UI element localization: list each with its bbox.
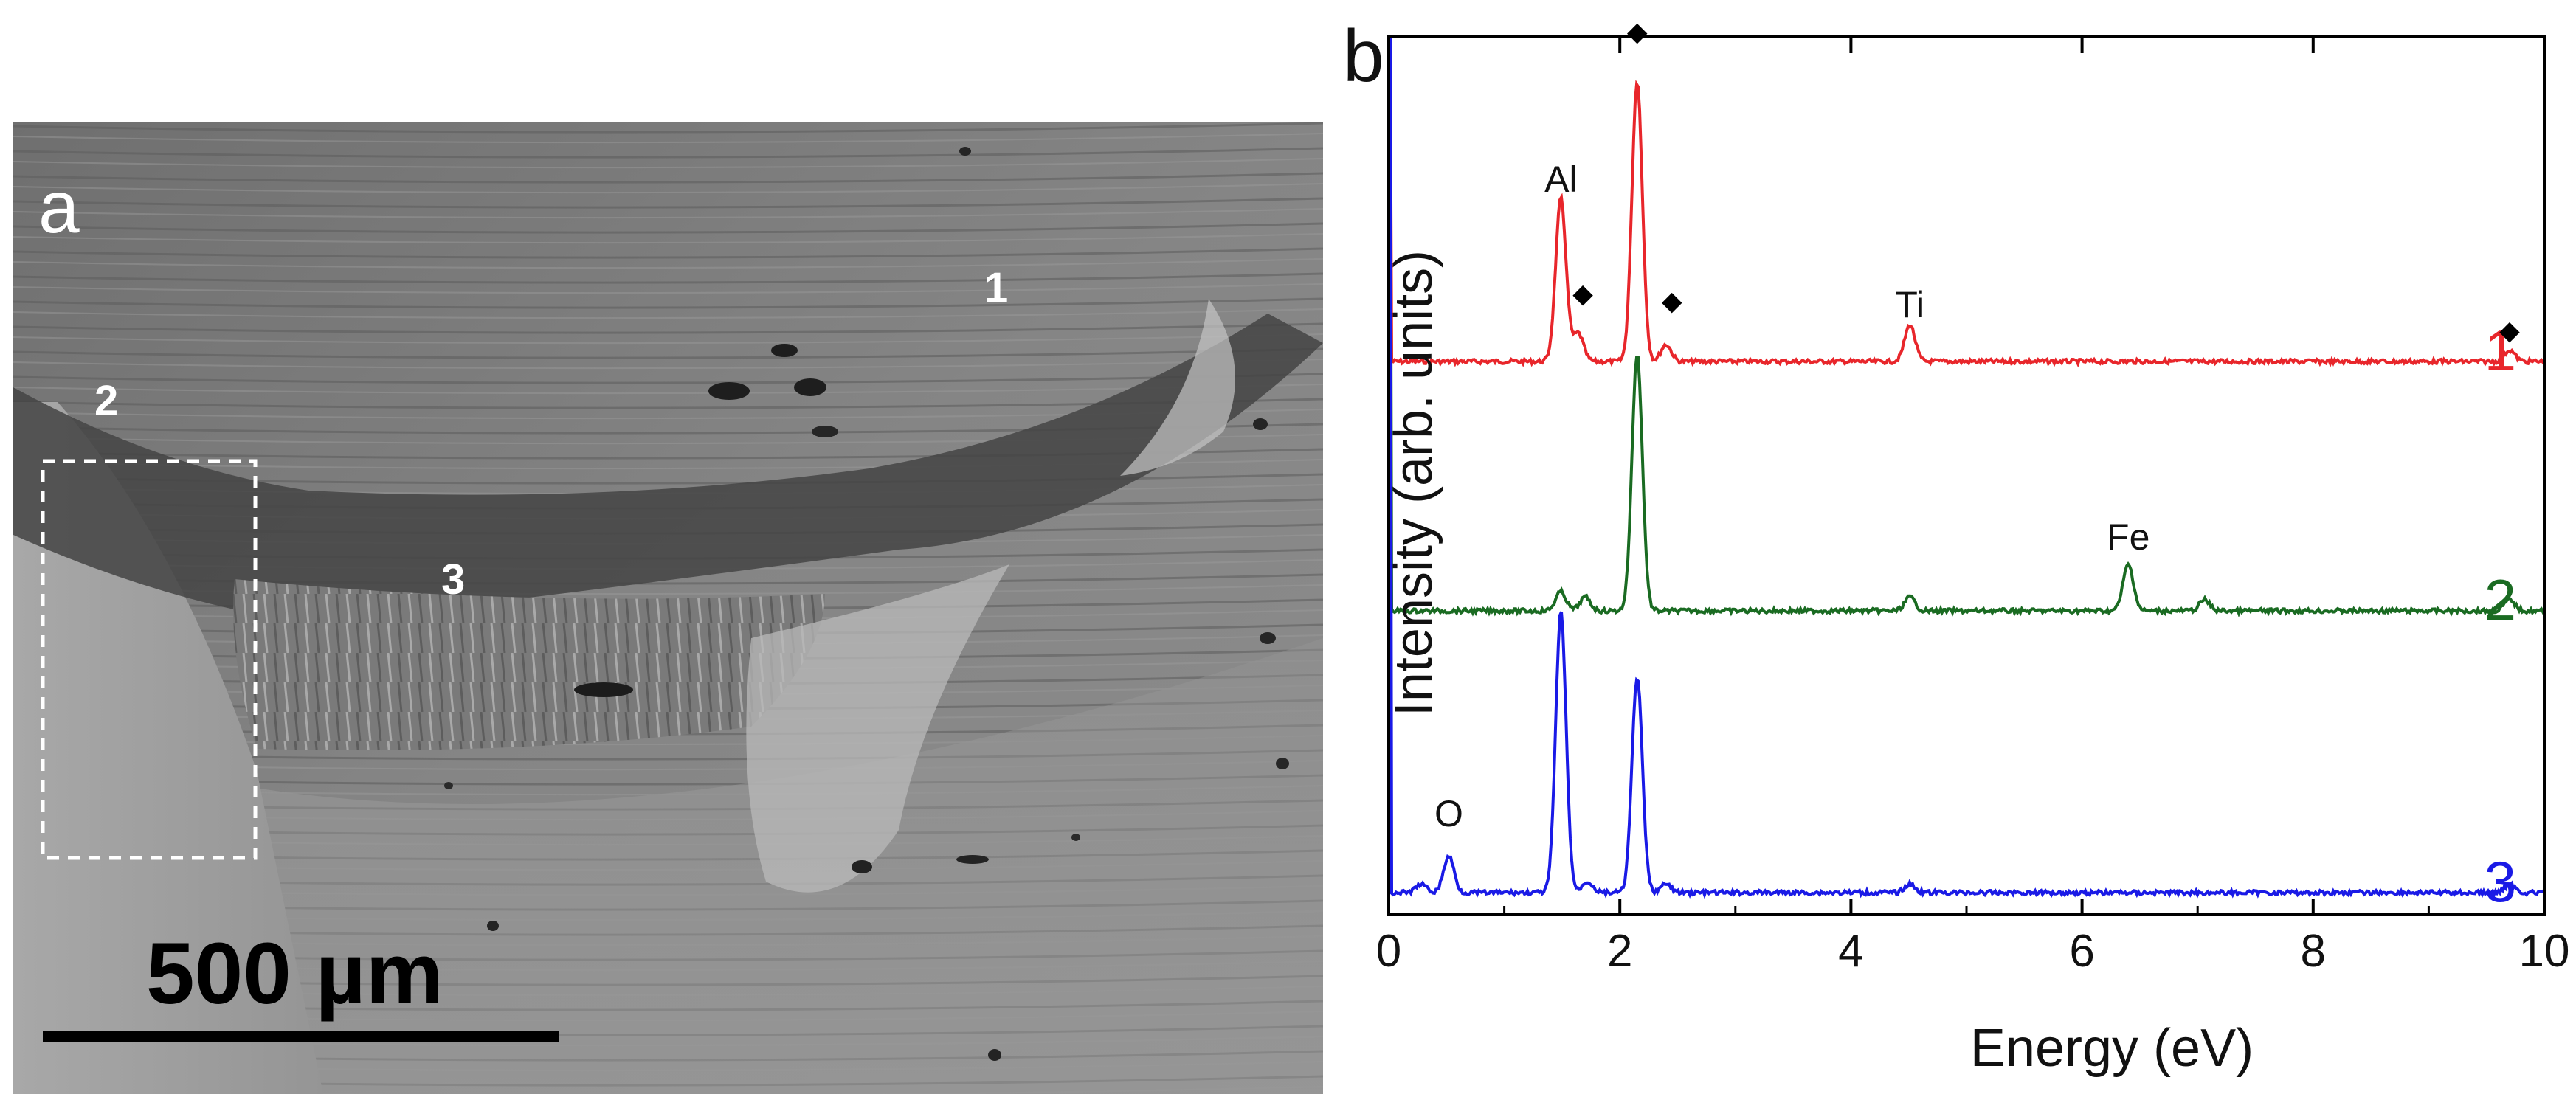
- annotation-o: O: [1434, 793, 1463, 834]
- series-label-3: 3: [2485, 849, 2516, 914]
- panel-a-label: a: [38, 166, 80, 249]
- x-tick-label: 6: [2069, 926, 2094, 977]
- x-tick-label: 2: [1607, 926, 1632, 977]
- annotation-al: Al: [1544, 159, 1577, 200]
- x-axis-title: Energy (eV): [1970, 1019, 2254, 1078]
- series-label-2: 2: [2485, 567, 2516, 632]
- region-label-1: 1: [984, 264, 1008, 312]
- spectrum-line-1: [1389, 38, 2546, 368]
- region-label-2: 2: [94, 377, 118, 425]
- eds-spectra-panel: b 1 2 3 Al Ti Fe O ◆ ◆ ◆ ◆ 0 2 4 6 8 10 Intensity (arb.…: [1328, 0, 2576, 1111]
- series-label-1: 1: [2485, 318, 2516, 383]
- x-tick-label: 8: [2301, 926, 2326, 977]
- scale-bar: [43, 1031, 559, 1042]
- x-tick-label: 0: [1376, 926, 1401, 977]
- x-tick-label: 4: [1838, 926, 1863, 977]
- panel-b-label: b: [1343, 15, 1384, 97]
- region-label-3: 3: [441, 556, 465, 603]
- eds-spectra-chart: b 1 2 3 Al Ti Fe O ◆ ◆ ◆ ◆ 0 2 4 6 8 10 Intensity (arb.…: [1343, 15, 2570, 1078]
- spectrum-line-2: [1389, 38, 2546, 618]
- diamond-marker: ◆: [2499, 316, 2520, 346]
- annotation-fe: Fe: [2107, 516, 2149, 558]
- y-axis-title: Intensity (arb. units): [1384, 250, 1443, 716]
- diamond-marker: ◆: [1627, 17, 1648, 47]
- dashed-region-box: [41, 459, 258, 860]
- scale-bar-label: 500 µm: [146, 925, 443, 1022]
- sem-micrograph-panel: a 1 2 3 500 µm: [13, 122, 1323, 1094]
- x-tick-label: 10: [2519, 926, 2570, 977]
- diamond-marker: ◆: [1662, 286, 1682, 316]
- annotation-ti: Ti: [1895, 284, 1924, 325]
- sem-micrograph: a 1 2 3 500 µm: [13, 122, 1323, 1094]
- diamond-marker: ◆: [1572, 279, 1593, 309]
- spectrum-line-3: [1389, 38, 2545, 899]
